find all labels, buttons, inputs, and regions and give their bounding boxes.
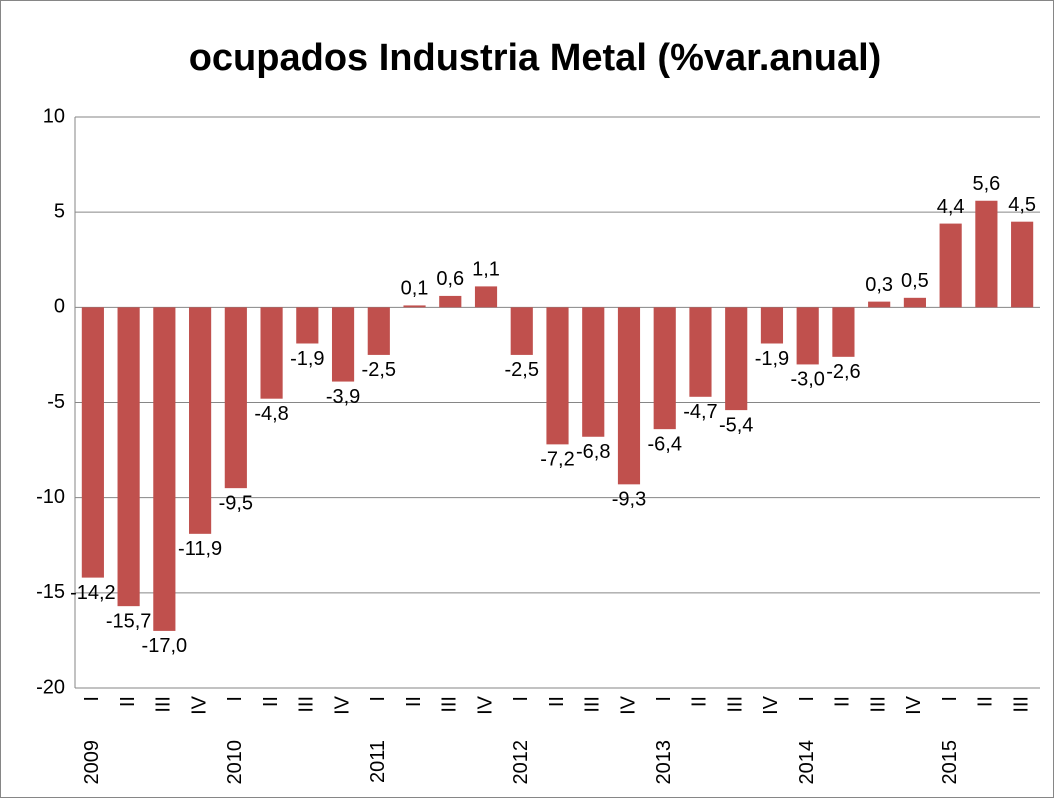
data-label: -9,3: [612, 489, 646, 511]
data-label: 0,5: [901, 270, 929, 292]
y-tick-label: -5: [47, 391, 65, 413]
x-group-label: 2013: [653, 740, 675, 785]
x-group-label: 2009: [81, 740, 103, 785]
x-tick-label: III: [1010, 696, 1032, 713]
data-label: 4,4: [937, 196, 965, 218]
bar: [939, 223, 962, 308]
chart-title: ocupados Industria Metal (%var.anual): [189, 37, 882, 79]
bar: [1011, 221, 1034, 308]
x-tick-label: I: [796, 696, 818, 702]
x-tick-label: III: [439, 696, 461, 713]
bar: [81, 307, 104, 578]
x-tick-label: IV: [474, 695, 496, 715]
x-tick-label: II: [689, 696, 711, 707]
x-tick-label: IV: [760, 695, 782, 715]
x-group-label: 2014: [796, 740, 818, 785]
data-label: -9,5: [219, 492, 253, 514]
data-label: 0,6: [436, 268, 464, 290]
data-label: -4,7: [683, 401, 717, 423]
y-tick-label: -10: [36, 486, 65, 508]
bar: [760, 307, 784, 344]
y-tick-label: 10: [43, 105, 65, 127]
bar: [653, 307, 676, 430]
data-label: -5,4: [719, 414, 753, 436]
bar: [689, 307, 712, 397]
x-tick-label: II: [403, 696, 425, 707]
bar: [725, 307, 748, 411]
data-label: -14,2: [70, 582, 116, 604]
data-label: -2,5: [505, 359, 539, 381]
bar: [903, 297, 926, 308]
x-tick-label: IV: [617, 695, 639, 715]
x-tick-label: IV: [903, 695, 925, 715]
x-tick-label: IV: [331, 695, 353, 715]
bar: [582, 307, 605, 437]
bar: [189, 307, 212, 534]
data-label: 5,6: [972, 173, 1000, 195]
data-label: 0,3: [865, 274, 893, 296]
x-tick-label: I: [510, 696, 532, 702]
bar: [403, 305, 426, 308]
bar: [260, 307, 283, 399]
x-tick-label: I: [653, 696, 675, 702]
x-tick-label: III: [867, 696, 889, 713]
bar: [117, 307, 140, 607]
x-group-label: 2011: [367, 740, 389, 783]
data-label: -1,9: [755, 348, 789, 370]
x-group-label: 2010: [224, 740, 246, 785]
bar: [868, 301, 891, 308]
bar: [510, 307, 533, 355]
bar: [474, 286, 498, 308]
data-label: -7,2: [540, 449, 574, 471]
data-label: -6,4: [647, 433, 681, 455]
data-label: -3,0: [790, 369, 824, 391]
x-tick-label: I: [224, 696, 246, 702]
y-tick-label: 5: [54, 200, 65, 222]
bar: [224, 307, 247, 489]
data-label: -6,8: [576, 441, 610, 463]
data-label: -4,8: [254, 403, 288, 425]
bar: [546, 307, 569, 445]
y-tick-label: -20: [36, 676, 65, 698]
x-tick-label: II: [117, 696, 139, 707]
x-group-label: 2015: [939, 740, 961, 785]
bar: [832, 307, 855, 357]
x-tick-label: II: [546, 696, 568, 707]
x-tick-label: III: [582, 696, 604, 713]
bar: [296, 307, 319, 344]
x-tick-label: I: [939, 696, 961, 702]
x-tick-label: IV: [188, 695, 210, 715]
bar: [617, 307, 641, 485]
y-tick-label: 0: [54, 296, 65, 318]
data-label: -2,5: [362, 359, 396, 381]
x-tick-label: II: [832, 696, 854, 707]
data-label: -17,0: [142, 635, 188, 657]
data-label: 1,1: [472, 259, 500, 281]
x-tick-label: I: [81, 696, 103, 702]
data-label: -15,7: [106, 610, 152, 632]
x-tick-label: III: [724, 696, 746, 713]
data-label: -2,6: [826, 361, 860, 383]
data-label: -3,9: [326, 386, 360, 408]
bar: [367, 307, 390, 355]
data-label: -1,9: [290, 348, 324, 370]
data-label: 0,1: [401, 278, 429, 300]
bar: [331, 307, 355, 382]
bar: [439, 295, 462, 308]
x-group-label: 2012: [510, 740, 532, 785]
x-tick-label: I: [367, 696, 389, 702]
y-tick-label: -15: [36, 581, 65, 603]
x-tick-label: III: [153, 696, 175, 713]
bar: [796, 307, 819, 365]
bar: [153, 307, 176, 631]
x-tick-label: III: [296, 696, 318, 713]
bar: [975, 200, 998, 308]
x-tick-label: II: [975, 696, 997, 707]
data-label: -11,9: [178, 538, 222, 560]
data-label: 4,5: [1008, 194, 1036, 216]
x-tick-label: II: [260, 696, 282, 707]
